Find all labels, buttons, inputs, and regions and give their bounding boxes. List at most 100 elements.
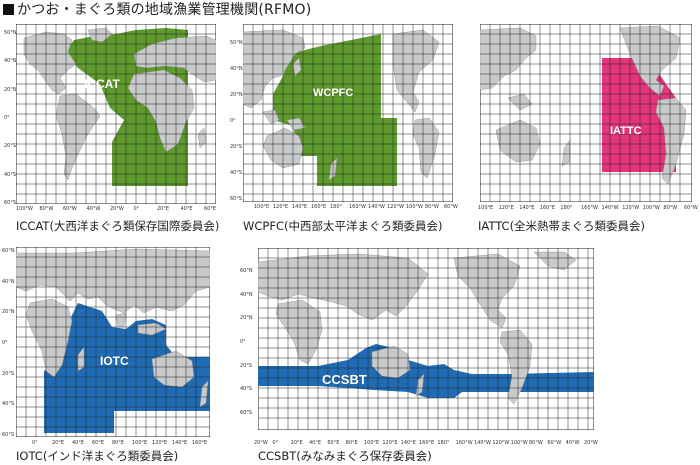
wcpfc-map: WCPFC xyxy=(243,24,453,202)
iccat-grid xyxy=(16,24,216,204)
iccat-caption: ICCAT(大西洋まぐろ類保存国際委員会) xyxy=(16,219,220,233)
wcpfc-lon-tick: 120°E xyxy=(273,204,289,210)
ccsbt-lon-tick: 40°W xyxy=(565,440,580,446)
iotc-lat-tick: 20°N xyxy=(2,309,15,316)
wcpfc-lat-tick: 60°S xyxy=(230,196,243,202)
iattc-lon-tick: 60°W xyxy=(684,205,698,211)
iotc-lat-tick: 0° xyxy=(2,340,8,346)
iotc-lon-tick: 60°E xyxy=(92,440,105,446)
iotc-lon-tick: 100°E xyxy=(132,440,148,446)
wcpfc-lon-tick: 140°W xyxy=(368,204,385,210)
iotc-lon-tick: 0° xyxy=(32,440,38,446)
wcpfc-lon-tick: 180° xyxy=(330,204,343,210)
ccsbt-lat-tick: 20°N xyxy=(240,315,253,322)
wcpfc-caption: WCPFC(中西部太平洋まぐろ類委員会) xyxy=(243,219,443,233)
iccat-lat-tick: 40°N xyxy=(4,58,17,65)
map-iattc: IATTC xyxy=(480,24,692,202)
iotc-zone xyxy=(44,303,210,433)
wcpfc-lon-tick: 100°W xyxy=(406,204,423,210)
wcpfc-lon-tick: 60°W xyxy=(444,204,458,210)
ccsbt-lon-tick: 120°W xyxy=(492,440,510,446)
ccsbt-lon-tick: 180° xyxy=(437,440,450,446)
iccat-map: ICCAT xyxy=(16,24,216,204)
ccsbt-lon-tick: 20°W xyxy=(254,440,268,446)
iccat-lon-tick: 20°W xyxy=(110,206,124,212)
iccat-lat-tick: 40°S xyxy=(4,171,17,178)
iotc-lon-tick: 160°E xyxy=(192,440,208,446)
iccat-landmass xyxy=(23,27,216,181)
wcpfc-lon-tick: 100°E xyxy=(254,204,270,210)
wcpfc-lon-tick: 140°E xyxy=(292,204,308,210)
ccsbt-zone xyxy=(258,344,594,398)
wcpfc-lat-tick: 0° xyxy=(230,118,236,124)
iccat-lat-tick: 20°S xyxy=(4,143,17,150)
iattc-lon-tick: 120°W xyxy=(622,205,640,211)
iotc-zone-label: IOTC xyxy=(100,354,129,368)
iattc-lon-tick: 160°W xyxy=(581,205,598,211)
iattc-lon-tick: 120°E xyxy=(498,205,514,211)
iattc-lon-tick: 100°E xyxy=(478,205,494,211)
iattc-lon-tick: 180° xyxy=(560,205,573,211)
iattc-caption: IATTC(全米熱帯まぐろ類委員会) xyxy=(478,219,646,233)
ccsbt-lon-tick: 80°E xyxy=(345,440,358,446)
iattc-map: IATTC xyxy=(480,24,692,202)
page-title-text: かつお・まぐろ類の地域漁業管理機関(RFMO) xyxy=(17,2,312,18)
wcpfc-lat-tick: 20°N xyxy=(230,92,243,98)
iotc-lon-tick: 80°E xyxy=(112,440,125,446)
ccsbt-lon-tick: 0° xyxy=(272,440,279,446)
ccsbt-lon-tick: 60°W xyxy=(547,440,562,446)
iccat-lon-tick: 100°W xyxy=(16,206,33,212)
map-iotc: IOTC xyxy=(16,247,210,437)
ccsbt-lon-tick: 20°E xyxy=(290,440,303,446)
wcpfc-zone xyxy=(273,34,397,186)
iotc-lon-tick: 40°E xyxy=(72,440,85,446)
iattc-lon-tick: 160°E xyxy=(539,205,555,211)
wcpfc-zone-label: WCPFC xyxy=(313,87,353,99)
wcpfc-lon-tick: 160°W xyxy=(349,204,366,210)
iccat-lat-tick: 0° xyxy=(4,115,10,121)
iotc-lon-tick: 120°E xyxy=(152,440,168,446)
iotc-grid xyxy=(16,247,210,437)
iotc-lon-tick: 140°E xyxy=(172,440,188,446)
iccat-lat-tick: 60°S xyxy=(4,200,17,206)
wcpfc-lon-tick: 120°W xyxy=(387,204,404,210)
title-square-icon xyxy=(3,4,14,15)
iotc-lon-tick: 20°E xyxy=(52,440,65,446)
ccsbt-lon-tick: 140°E xyxy=(400,440,416,446)
wcpfc-lon-tick: 80°W xyxy=(425,204,439,210)
ccsbt-lon-tick: 120°E xyxy=(382,440,398,446)
iotc-lat-tick: 60°N xyxy=(2,248,15,254)
ccsbt-lon-tick: 140°W xyxy=(474,440,491,446)
iattc-lon-tick: 100°W xyxy=(642,205,660,211)
map-ccsbt: CCSBT xyxy=(258,248,594,430)
ccsbt-lon-tick: 60°E xyxy=(327,440,340,446)
iattc-lon-tick: 140°E xyxy=(519,205,535,211)
page-title: かつお・まぐろ類の地域漁業管理機関(RFMO) xyxy=(3,1,311,19)
iattc-zone-label: IATTC xyxy=(610,125,642,137)
iattc-lon-tick: 80°W xyxy=(663,205,678,211)
wcpfc-lat-tick: 20°S xyxy=(230,144,243,150)
iattc-lon-tick: 140°W xyxy=(601,205,619,211)
ccsbt-grid xyxy=(258,248,594,430)
ccsbt-lon-tick: 160°W xyxy=(455,440,473,446)
ccsbt-lat-tick: 20°S xyxy=(240,362,253,369)
ccsbt-zone-label: CCSBT xyxy=(322,372,367,387)
iccat-lon-tick: 20°E xyxy=(157,206,170,212)
map-wcpfc: WCPFC xyxy=(243,24,453,202)
ccsbt-lat-tick: 60°S xyxy=(240,410,253,416)
ccsbt-lon-tick: 80°W xyxy=(529,440,543,446)
ccsbt-map: CCSBT xyxy=(258,248,594,430)
wcpfc-lat-tick: 50°N xyxy=(230,40,243,46)
ccsbt-lat-tick: 0° xyxy=(240,339,246,345)
ccsbt-lon-tick: 160°E xyxy=(419,440,435,446)
ccsbt-lon-tick: 20°W xyxy=(584,440,598,446)
iotc-lat-tick: 60°S xyxy=(2,432,15,438)
iccat-zone-label: ICCAT xyxy=(84,77,120,91)
iccat-lon-tick: 60°W xyxy=(63,206,77,212)
wcpfc-grid xyxy=(243,24,453,202)
wcpfc-lat-tick: 40°S xyxy=(230,170,243,176)
iotc-lat-tick: 20°S xyxy=(2,370,15,377)
iotc-lat-tick: 40°S xyxy=(2,401,15,408)
iattc-grid xyxy=(480,24,692,202)
ccsbt-lon-tick: 40°E xyxy=(309,440,322,446)
